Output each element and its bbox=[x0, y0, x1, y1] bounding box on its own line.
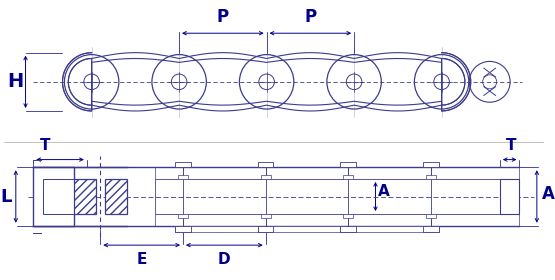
Bar bbox=[349, 167, 431, 226]
Bar bbox=[431, 179, 519, 214]
Text: P: P bbox=[304, 8, 316, 26]
Bar bbox=[74, 179, 95, 214]
Bar bbox=[341, 226, 356, 232]
Bar bbox=[175, 226, 274, 232]
Bar bbox=[341, 162, 356, 167]
Bar bbox=[258, 162, 274, 167]
Bar bbox=[155, 179, 183, 214]
Bar bbox=[341, 226, 438, 232]
Bar bbox=[266, 179, 349, 214]
Text: D: D bbox=[218, 252, 231, 267]
Bar bbox=[500, 179, 519, 214]
Bar bbox=[431, 167, 519, 226]
Bar bbox=[183, 179, 266, 214]
Bar bbox=[344, 175, 353, 179]
Bar bbox=[423, 162, 438, 167]
Bar bbox=[155, 167, 183, 226]
Text: H: H bbox=[8, 72, 24, 91]
Bar bbox=[349, 179, 431, 214]
Bar bbox=[423, 226, 438, 232]
Bar bbox=[43, 179, 74, 214]
Bar bbox=[266, 167, 349, 226]
Text: P: P bbox=[217, 8, 229, 26]
Bar bbox=[105, 179, 127, 214]
Text: T: T bbox=[506, 138, 517, 153]
Bar bbox=[426, 175, 436, 179]
Bar bbox=[258, 226, 356, 232]
Text: W: W bbox=[44, 187, 61, 202]
Bar bbox=[258, 226, 274, 232]
Bar bbox=[178, 214, 188, 218]
Bar bbox=[426, 214, 436, 218]
Bar bbox=[261, 214, 270, 218]
Bar bbox=[178, 175, 188, 179]
Text: A: A bbox=[377, 184, 389, 199]
Text: A: A bbox=[542, 185, 554, 203]
Text: E: E bbox=[137, 252, 147, 267]
Bar bbox=[183, 167, 266, 226]
Bar bbox=[261, 175, 270, 179]
Bar bbox=[33, 167, 74, 226]
Bar bbox=[344, 214, 353, 218]
Bar bbox=[175, 162, 191, 167]
Text: T: T bbox=[40, 138, 50, 153]
Text: L: L bbox=[1, 188, 12, 206]
Bar bbox=[175, 226, 191, 232]
